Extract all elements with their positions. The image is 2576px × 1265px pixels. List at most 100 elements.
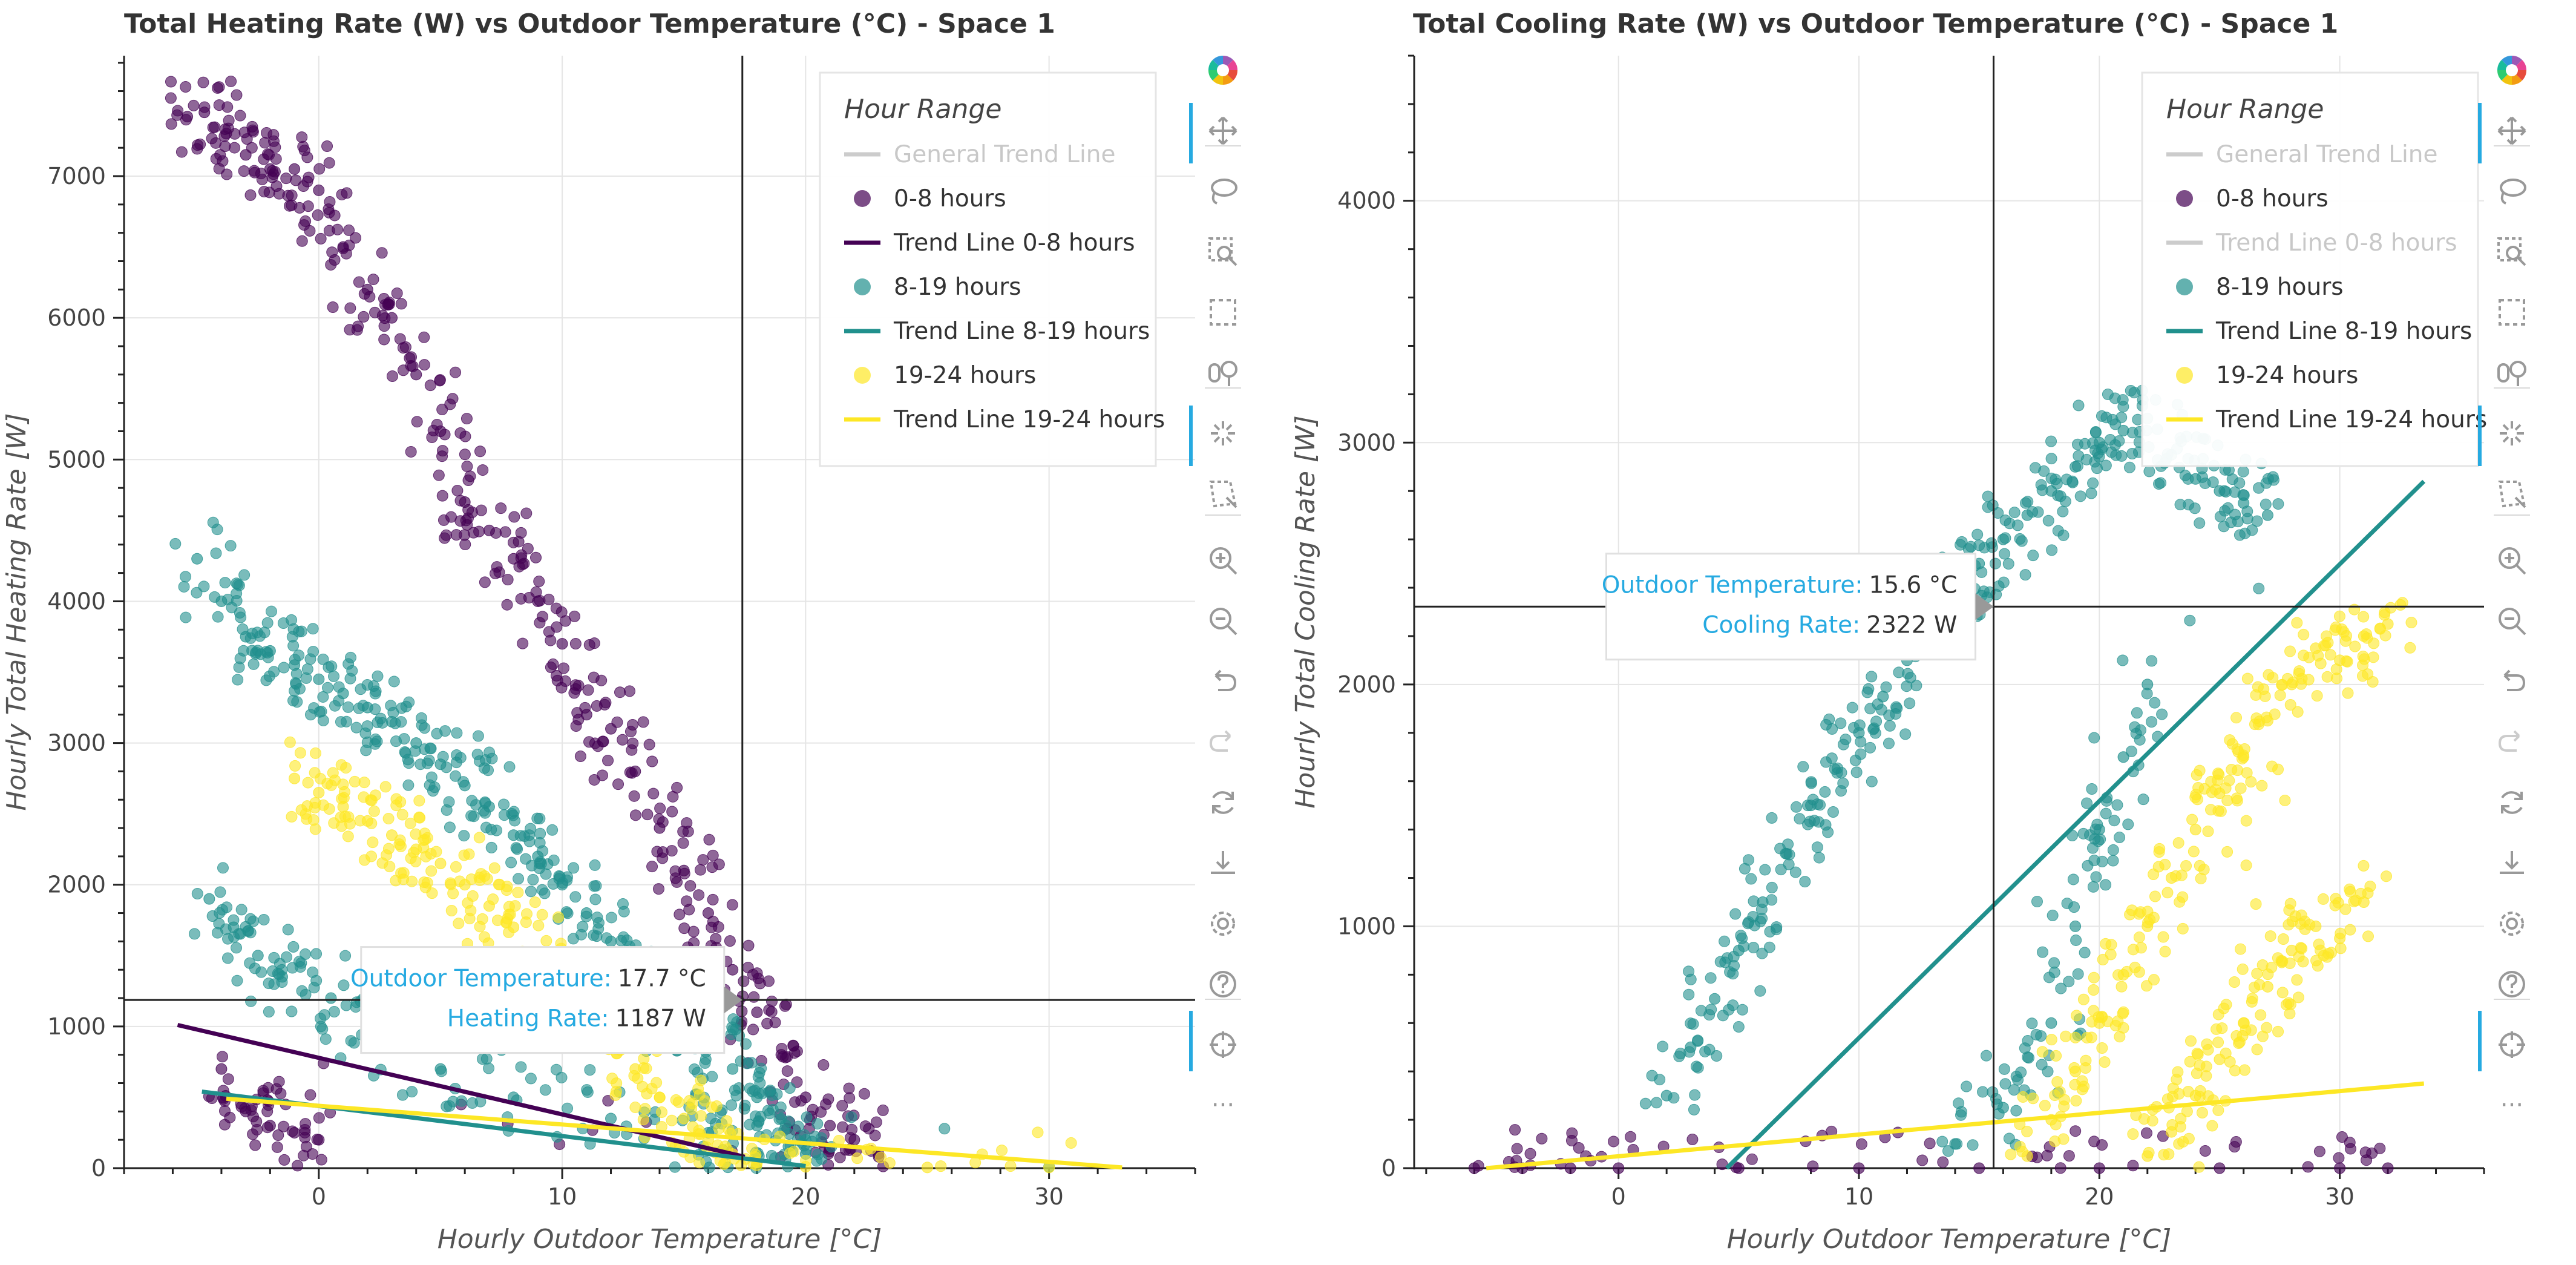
data-point[interactable] xyxy=(406,875,418,887)
data-point[interactable] xyxy=(398,733,410,745)
data-point[interactable] xyxy=(2321,630,2333,642)
data-point[interactable] xyxy=(781,1065,793,1077)
data-point[interactable] xyxy=(2027,550,2039,562)
data-point[interactable] xyxy=(588,774,600,786)
data-point[interactable] xyxy=(2107,855,2119,867)
data-point[interactable] xyxy=(1764,925,1776,938)
data-point[interactable] xyxy=(2177,922,2189,935)
data-point[interactable] xyxy=(198,101,211,113)
tap-icon[interactable] xyxy=(1201,412,1245,455)
data-point[interactable] xyxy=(235,904,247,916)
data-point[interactable] xyxy=(490,527,502,539)
data-point[interactable] xyxy=(726,1099,738,1111)
data-point[interactable] xyxy=(637,716,649,728)
data-point[interactable] xyxy=(474,921,486,933)
reset-icon[interactable] xyxy=(2490,781,2534,824)
data-point[interactable] xyxy=(423,754,435,766)
data-point[interactable] xyxy=(2031,1151,2043,1163)
data-point[interactable] xyxy=(344,302,356,314)
data-point[interactable] xyxy=(503,901,515,913)
data-point[interactable] xyxy=(2394,599,2407,611)
data-point[interactable] xyxy=(503,926,515,938)
data-point[interactable] xyxy=(307,646,320,658)
data-point[interactable] xyxy=(498,798,510,810)
data-point[interactable] xyxy=(2070,934,2082,946)
data-point[interactable] xyxy=(458,830,470,842)
data-point[interactable] xyxy=(2039,1100,2051,1112)
data-point[interactable] xyxy=(2026,1017,2038,1030)
data-point[interactable] xyxy=(1861,686,1873,698)
data-point[interactable] xyxy=(212,611,224,623)
data-point[interactable] xyxy=(2229,508,2241,521)
settings-icon[interactable] xyxy=(1201,902,1245,945)
data-point[interactable] xyxy=(2170,870,2182,882)
data-point[interactable] xyxy=(358,777,370,789)
data-point[interactable] xyxy=(272,1129,284,1142)
data-point[interactable] xyxy=(2012,1074,2024,1086)
data-point[interactable] xyxy=(463,848,475,860)
data-point[interactable] xyxy=(1864,703,1876,715)
data-point[interactable] xyxy=(1613,1162,1625,1174)
data-point[interactable] xyxy=(2093,451,2105,463)
data-point[interactable] xyxy=(2059,1094,2071,1106)
data-point[interactable] xyxy=(229,128,241,140)
data-point[interactable] xyxy=(245,995,257,1007)
data-point[interactable] xyxy=(206,910,218,922)
data-point[interactable] xyxy=(2046,544,2058,556)
data-point[interactable] xyxy=(1982,501,1994,513)
data-point[interactable] xyxy=(693,1157,706,1169)
data-point[interactable] xyxy=(2226,473,2238,485)
data-point[interactable] xyxy=(820,1098,832,1110)
data-point[interactable] xyxy=(317,691,329,703)
data-point[interactable] xyxy=(569,679,582,691)
data-point[interactable] xyxy=(706,1071,718,1083)
data-point[interactable] xyxy=(557,876,569,889)
data-point[interactable] xyxy=(1805,776,1817,788)
data-point[interactable] xyxy=(2088,1135,2100,1148)
data-point[interactable] xyxy=(1883,737,1895,749)
data-point[interactable] xyxy=(1695,1005,1707,1017)
data-point[interactable] xyxy=(751,1006,763,1018)
data-point[interactable] xyxy=(477,464,489,476)
data-point[interactable] xyxy=(2284,1008,2296,1020)
data-point[interactable] xyxy=(1965,540,1977,553)
data-point[interactable] xyxy=(310,974,323,987)
tap-icon[interactable] xyxy=(2490,412,2534,455)
data-point[interactable] xyxy=(180,114,192,126)
data-point[interactable] xyxy=(784,1147,796,1159)
data-point[interactable] xyxy=(2232,746,2244,758)
data-point[interactable] xyxy=(763,1004,775,1016)
data-point[interactable] xyxy=(217,862,229,874)
data-point[interactable] xyxy=(747,1024,759,1036)
data-point[interactable] xyxy=(421,876,433,889)
data-point[interactable] xyxy=(2298,628,2310,640)
data-point[interactable] xyxy=(197,76,209,88)
data-point[interactable] xyxy=(2109,418,2122,430)
data-point[interactable] xyxy=(595,674,608,686)
data-point[interactable] xyxy=(1936,1135,1948,1148)
data-point[interactable] xyxy=(277,617,289,629)
data-point[interactable] xyxy=(589,859,601,871)
data-point[interactable] xyxy=(178,580,190,593)
data-point[interactable] xyxy=(666,1114,678,1126)
data-point[interactable] xyxy=(693,889,705,901)
data-point[interactable] xyxy=(2186,813,2198,826)
data-point[interactable] xyxy=(418,359,430,371)
legend-item[interactable]: 0-8 hours xyxy=(2216,185,2329,212)
data-point[interactable] xyxy=(320,1033,332,1045)
lasso-select-icon[interactable] xyxy=(1201,169,1245,213)
data-point[interactable] xyxy=(312,209,324,221)
data-point[interactable] xyxy=(2190,789,2202,801)
data-point[interactable] xyxy=(520,507,533,519)
data-point[interactable] xyxy=(249,1139,261,1151)
data-point[interactable] xyxy=(313,673,325,685)
data-point[interactable] xyxy=(2088,984,2100,996)
data-point[interactable] xyxy=(2317,893,2329,905)
data-point[interactable] xyxy=(313,787,325,799)
data-point[interactable] xyxy=(495,502,507,514)
data-point[interactable] xyxy=(2256,780,2268,792)
data-point[interactable] xyxy=(2241,505,2253,518)
data-point[interactable] xyxy=(2081,797,2093,809)
data-point[interactable] xyxy=(1686,1133,1699,1145)
data-point[interactable] xyxy=(697,854,709,866)
